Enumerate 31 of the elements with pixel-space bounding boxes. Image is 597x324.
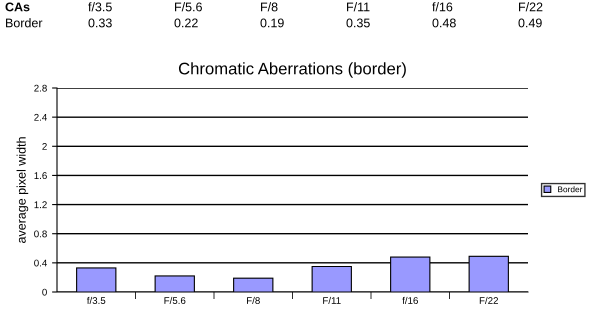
data-label: 0.48 — [432, 18, 456, 28]
data-label: 0.35 — [346, 18, 370, 28]
y-tick-label: 1.6 — [34, 172, 47, 180]
x-tick-label: F/8 — [261, 2, 278, 12]
y-tick-label: 2 — [42, 143, 47, 150]
category-label: F/22 — [480, 296, 498, 304]
y-tick-label: 2.8 — [34, 84, 47, 92]
category-label: f/16 — [402, 296, 418, 304]
data-label: 0.49 — [518, 18, 542, 28]
text: Border — [6, 18, 42, 28]
category-label: F/11 — [323, 296, 341, 304]
x-tick-label: f/3.5 — [88, 2, 112, 12]
y-axis-title: average pixel width — [16, 137, 28, 243]
category-label: F/5.6 — [164, 296, 186, 304]
data-label: 0.33 — [88, 18, 112, 28]
y-tick-label: 0.8 — [34, 230, 47, 238]
y-tick-label: 0.4 — [34, 260, 47, 266]
y-tick-label: 1.2 — [34, 201, 47, 208]
legend-label: Border — [558, 186, 582, 192]
text: CAs — [6, 2, 30, 12]
category-label: F/8 — [247, 296, 260, 304]
data-label: 0.22 — [174, 18, 198, 28]
x-tick-label: F/11 — [347, 2, 370, 12]
y-tick-label: 2.4 — [34, 114, 47, 121]
chart-title: Chromatic Aberrations (border) — [178, 62, 406, 78]
y-tick-label: 0 — [42, 288, 47, 296]
x-tick-label: F/22 — [519, 2, 542, 12]
x-tick-label: F/5.6 — [175, 2, 202, 12]
data-label: 0.19 — [260, 18, 284, 28]
category-label: f/3.5 — [86, 296, 106, 304]
x-tick-label: f/16 — [432, 2, 452, 12]
